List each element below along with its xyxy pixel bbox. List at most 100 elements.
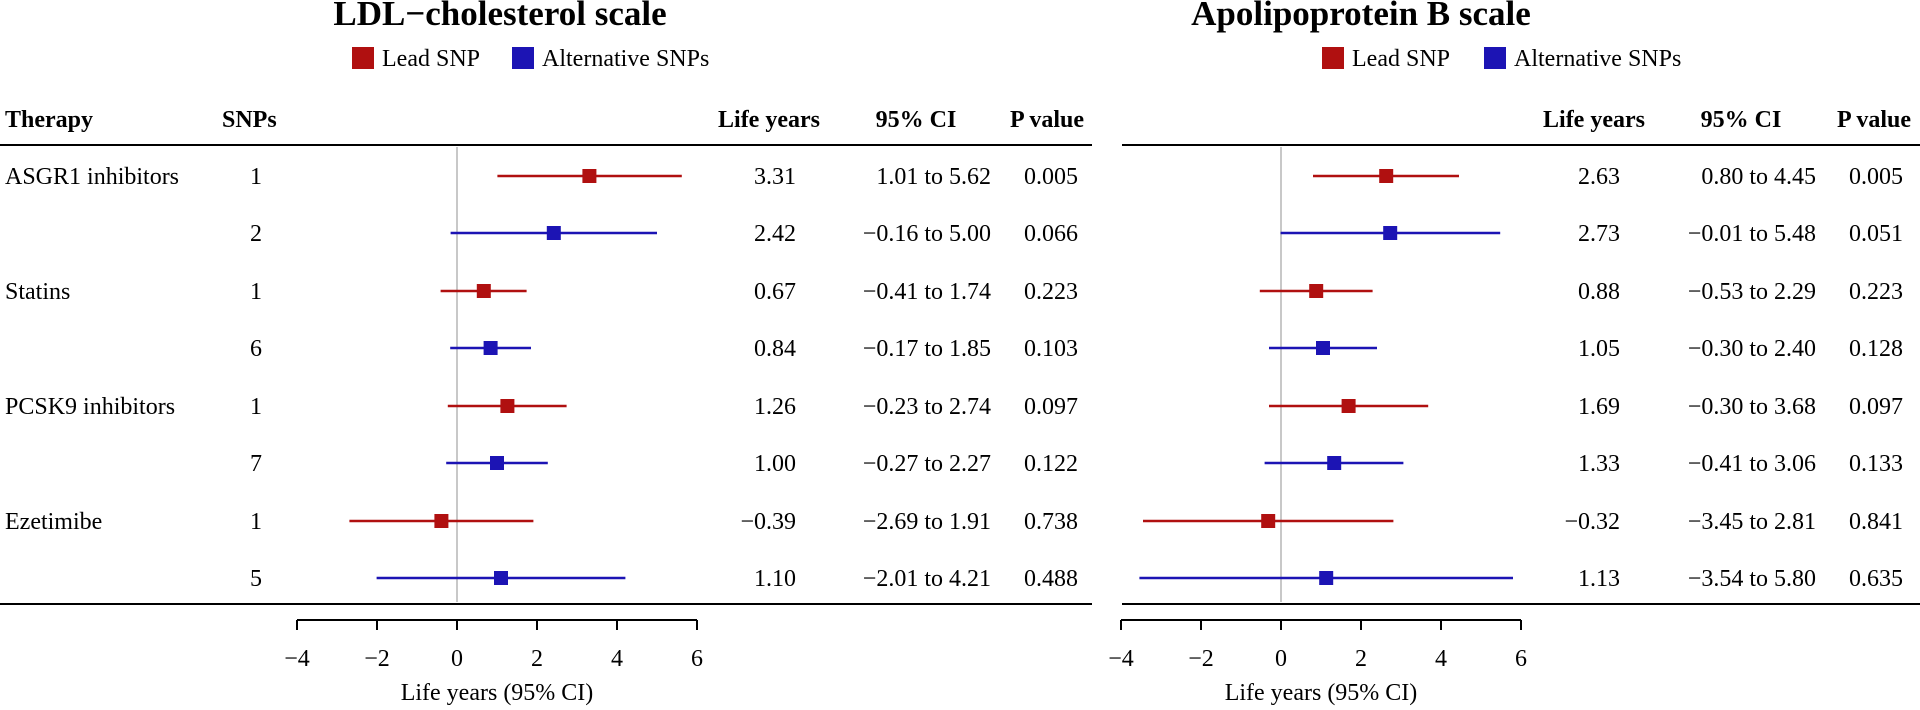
x-tick-label: 2 [531,646,543,672]
estimate-value: 2.73 [1578,221,1620,247]
p-value: 0.005 [1024,164,1078,190]
point-estimate-marker [476,284,491,298]
p-value: 0.128 [1849,336,1903,362]
point-estimate-marker [1379,169,1394,183]
header-therapy: Therapy [5,107,93,133]
legend-label-alt: Alternative SNPs [542,46,709,72]
x-tick-label: 4 [611,646,623,672]
ci-value: −0.30 to 3.68 [1688,394,1816,420]
estimate-value: 1.69 [1578,394,1620,420]
panel-ldl: LDL−cholesterol scale Lead SNP Alternati… [0,0,1092,706]
snp-count: 5 [250,566,262,592]
ci-value: −0.23 to 2.74 [863,394,991,420]
point-estimate-marker [1316,341,1330,355]
x-tick-label: 0 [1275,646,1287,672]
header-life-years: Life years [1543,107,1645,133]
p-value: 0.097 [1849,394,1903,420]
p-value: 0.488 [1024,566,1078,592]
legend-label-lead: Lead SNP [1352,46,1450,72]
ci-value: −0.01 to 5.48 [1688,221,1816,247]
x-axis: Life years (95% CI) −4 −2 0 2 4 6 [284,619,703,706]
point-estimate-marker [1319,571,1334,585]
therapy-label: Statins [5,279,70,305]
column-headers: Therapy SNPs Life years 95% CI P value [5,107,1084,133]
p-value: 0.841 [1849,509,1903,535]
estimate-value: −0.39 [740,509,796,535]
forest-marks [1139,169,1513,585]
p-value: 0.103 [1024,336,1078,362]
estimate-value: 0.84 [754,336,796,362]
estimate-value: 2.63 [1578,164,1620,190]
header-snps: SNPs [222,107,277,133]
snp-count: 6 [250,336,262,362]
estimate-value: 0.88 [1578,279,1620,305]
estimate-value: 1.33 [1578,451,1620,477]
x-tick-label: 6 [691,646,703,672]
point-estimate-marker [1383,226,1398,240]
ci-value: −0.41 to 3.06 [1688,451,1816,477]
data-rows: 2.63 2.73 0.88 1.05 1.69 1.33 −0.32 1.13… [1564,164,1903,592]
x-axis: Life years (95% CI) −4 −2 0 2 4 6 [1108,619,1527,706]
legend-swatch-lead [1322,47,1344,69]
legend: Lead SNP Alternative SNPs [352,46,709,72]
header-p-value: P value [1010,107,1084,133]
p-value: 0.738 [1024,509,1078,535]
ci-value: −3.54 to 5.80 [1688,566,1816,592]
snp-count: 1 [250,279,262,305]
legend-swatch-alt [512,47,534,69]
legend-label-alt: Alternative SNPs [1514,46,1681,72]
p-value: 0.133 [1849,451,1903,477]
ci-value: −2.01 to 4.21 [863,566,991,592]
legend-label-lead: Lead SNP [382,46,480,72]
point-estimate-marker [1309,284,1324,298]
p-value: 0.005 [1849,164,1903,190]
point-estimate-marker [434,514,449,528]
estimate-value: −0.32 [1564,509,1620,535]
snp-count: 1 [250,509,262,535]
column-headers: Life years 95% CI P value [1543,107,1911,133]
header-ci: 95% CI [1701,107,1782,133]
x-tick-label: 4 [1435,646,1447,672]
snp-count: 2 [250,221,262,247]
point-estimate-marker [546,226,561,240]
p-value: 0.122 [1024,451,1078,477]
legend: Lead SNP Alternative SNPs [1322,46,1681,72]
point-estimate-marker [500,399,515,413]
therapy-label: Ezetimibe [5,509,102,535]
estimate-value: 1.13 [1578,566,1620,592]
point-estimate-marker [1341,399,1356,413]
point-estimate-marker [1261,514,1276,528]
x-axis-label: Life years (95% CI) [401,680,594,706]
ci-value: −0.53 to 2.29 [1688,279,1816,305]
header-life-years: Life years [718,107,820,133]
x-tick-label: −2 [364,646,390,672]
snp-count: 1 [250,394,262,420]
x-tick-label: 6 [1515,646,1527,672]
forest-marks [349,169,682,585]
p-value: 0.097 [1024,394,1078,420]
estimate-value: 1.26 [754,394,796,420]
estimate-value: 1.05 [1578,336,1620,362]
point-estimate-marker [582,169,597,183]
snp-count: 7 [250,451,262,477]
x-axis-label: Life years (95% CI) [1225,680,1418,706]
data-rows: ASGR1 inhibitors Statins PCSK9 inhibitor… [5,164,1078,592]
legend-swatch-lead [352,47,374,69]
p-value: 0.635 [1849,566,1903,592]
panel-apob: Apolipoprotein B scale Lead SNP Alternat… [1108,0,1920,706]
p-value: 0.066 [1024,221,1078,247]
estimate-value: 1.00 [754,451,796,477]
snp-count: 1 [250,164,262,190]
therapy-label: ASGR1 inhibitors [5,164,179,190]
ci-value: −0.17 to 1.85 [863,336,991,362]
x-tick-label: −4 [284,646,310,672]
x-tick-label: 0 [451,646,463,672]
estimate-value: 3.31 [754,164,796,190]
p-value: 0.223 [1024,279,1078,305]
point-estimate-marker [1327,456,1342,470]
panel-title: LDL−cholesterol scale [333,0,666,33]
estimate-value: 0.67 [754,279,796,305]
p-value: 0.223 [1849,279,1903,305]
x-tick-label: 2 [1355,646,1367,672]
